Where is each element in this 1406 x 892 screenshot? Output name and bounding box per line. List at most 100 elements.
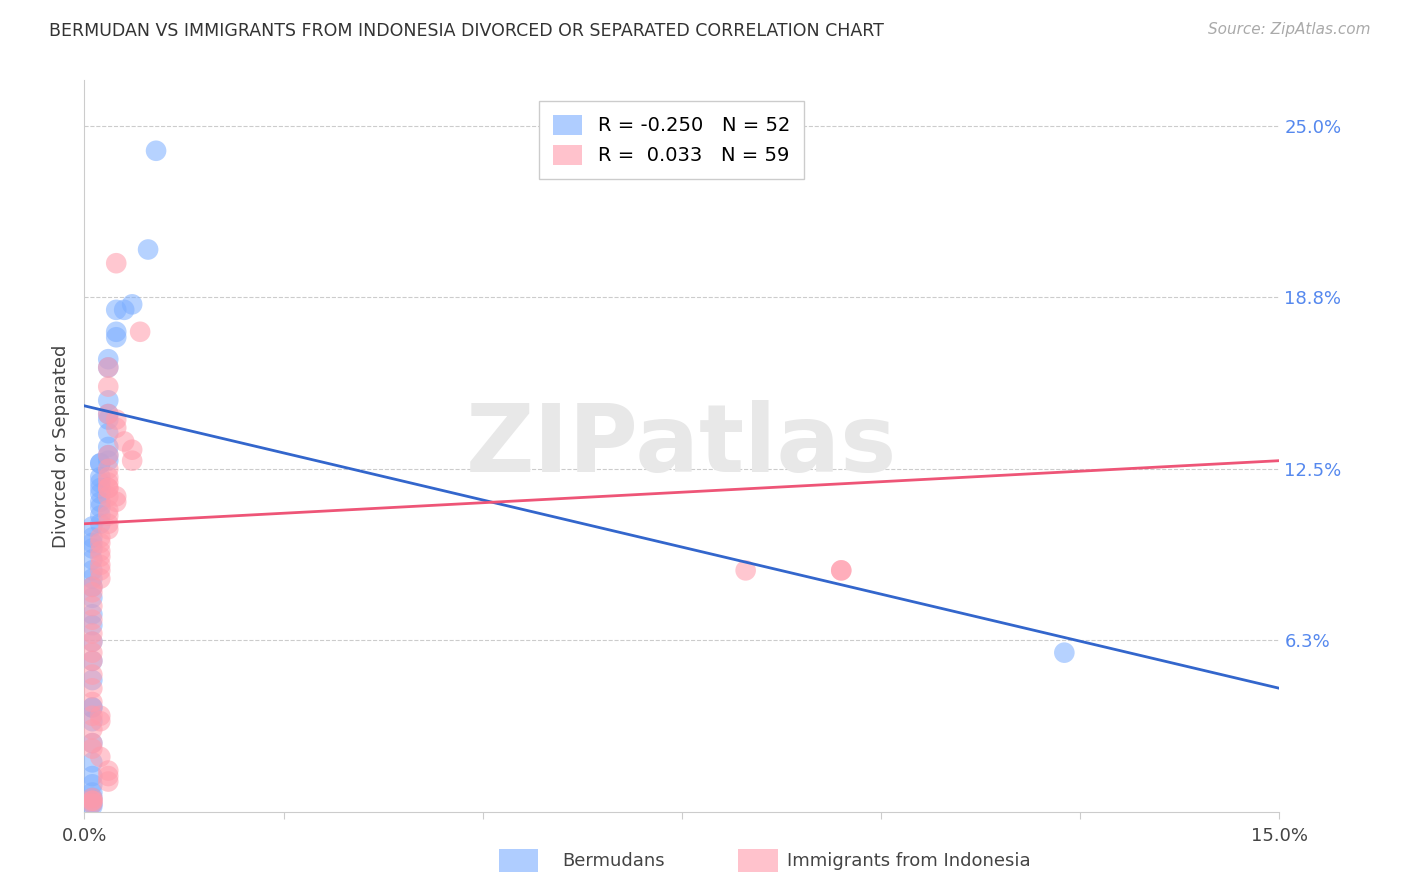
Text: Immigrants from Indonesia: Immigrants from Indonesia: [787, 852, 1031, 870]
Point: [105, 325, 128, 339]
Point: [82, 580, 104, 594]
Point: [82, 634, 104, 648]
Point: [82, 791, 104, 805]
Point: [82, 700, 104, 714]
Point: [89, 475, 111, 490]
Point: [105, 412, 128, 426]
Point: [82, 708, 104, 723]
Text: BERMUDAN VS IMMIGRANTS FROM INDONESIA DIVORCED OR SEPARATED CORRELATION CHART: BERMUDAN VS IMMIGRANTS FROM INDONESIA DI…: [49, 22, 884, 40]
Point: [82, 777, 104, 791]
Point: [97, 522, 120, 536]
Point: [105, 302, 128, 317]
Point: [89, 508, 111, 523]
Point: [112, 434, 135, 449]
Point: [105, 495, 128, 509]
Point: [830, 563, 852, 577]
Point: [82, 769, 104, 783]
Point: [89, 495, 111, 509]
Point: [82, 613, 104, 627]
Text: Source: ZipAtlas.com: Source: ZipAtlas.com: [1208, 22, 1371, 37]
Point: [97, 426, 120, 441]
Point: [82, 591, 104, 605]
Point: [82, 563, 104, 577]
Point: [97, 448, 120, 462]
Y-axis label: Divorced or Separated: Divorced or Separated: [52, 344, 70, 548]
Point: [82, 695, 104, 709]
Point: [82, 519, 104, 533]
Point: [82, 667, 104, 681]
Point: [82, 541, 104, 556]
Point: [89, 563, 111, 577]
Point: [89, 470, 111, 484]
Point: [105, 256, 128, 270]
Point: [82, 741, 104, 756]
Point: [82, 714, 104, 729]
Legend: R = -0.250   N = 52, R =  0.033   N = 59: R = -0.250 N = 52, R = 0.033 N = 59: [540, 101, 804, 179]
Point: [97, 769, 120, 783]
Point: [97, 352, 120, 367]
Point: [82, 736, 104, 750]
Point: [82, 531, 104, 545]
Point: [97, 453, 120, 467]
Point: [82, 654, 104, 668]
Point: [89, 457, 111, 471]
Point: [105, 489, 128, 503]
Point: [97, 764, 120, 778]
Point: [82, 572, 104, 586]
Point: [82, 797, 104, 811]
Point: [97, 448, 120, 462]
Point: [97, 475, 120, 490]
Point: [82, 634, 104, 648]
Point: [145, 144, 167, 158]
Point: [82, 736, 104, 750]
Point: [89, 481, 111, 495]
Point: [105, 330, 128, 344]
Point: [89, 750, 111, 764]
Point: [82, 618, 104, 632]
Point: [97, 774, 120, 789]
Point: [136, 243, 159, 257]
Point: [97, 360, 120, 375]
Point: [121, 442, 143, 457]
Point: [82, 756, 104, 770]
Point: [89, 708, 111, 723]
Point: [82, 681, 104, 696]
Point: [97, 393, 120, 408]
Point: [89, 536, 111, 550]
Point: [734, 563, 756, 577]
Point: [97, 481, 120, 495]
Point: [97, 440, 120, 454]
Point: [121, 297, 143, 311]
Point: [82, 580, 104, 594]
Point: [82, 794, 104, 808]
Point: [97, 489, 120, 503]
Point: [82, 654, 104, 668]
Point: [89, 486, 111, 500]
Point: [121, 453, 143, 467]
Point: [82, 626, 104, 640]
Point: [82, 646, 104, 660]
Point: [82, 723, 104, 737]
Point: [89, 457, 111, 471]
Point: [97, 412, 120, 426]
Point: [89, 714, 111, 729]
Point: [89, 549, 111, 564]
Point: [82, 700, 104, 714]
Point: [82, 797, 104, 811]
Point: [1053, 646, 1076, 660]
Point: [82, 794, 104, 808]
Point: [82, 585, 104, 599]
Text: ZIPatlas: ZIPatlas: [467, 400, 897, 492]
Point: [97, 503, 120, 517]
Point: [97, 462, 120, 476]
Point: [129, 325, 152, 339]
Point: [830, 563, 852, 577]
Point: [89, 531, 111, 545]
Point: [89, 558, 111, 572]
Point: [82, 536, 104, 550]
Point: [97, 508, 120, 523]
Point: [97, 360, 120, 375]
Point: [97, 516, 120, 531]
Point: [97, 481, 120, 495]
Point: [89, 544, 111, 558]
